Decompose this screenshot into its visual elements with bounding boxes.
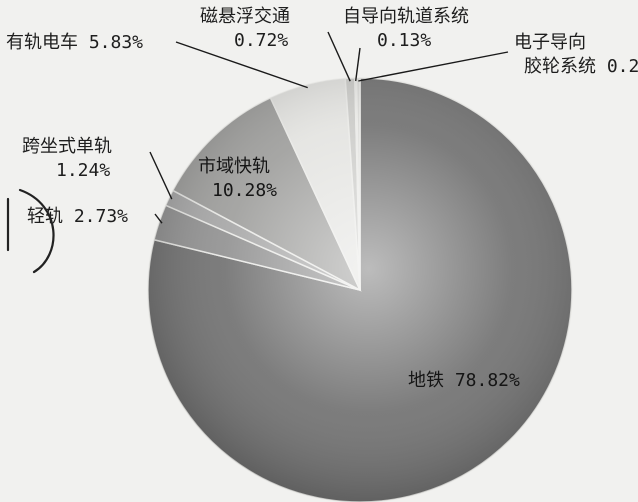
slice-1-label: 轻轨 2.73% bbox=[27, 206, 128, 227]
slice-6-label: 自导向轨道系统 bbox=[343, 6, 469, 27]
slice-2-leader bbox=[149, 151, 173, 200]
slice-3-label: 市域快轨 bbox=[198, 156, 270, 177]
slice-6-leader bbox=[355, 47, 361, 82]
slice-5-label: 磁悬浮交通 bbox=[200, 6, 290, 27]
pie-slices bbox=[147, 77, 573, 502]
leader-lines bbox=[149, 31, 509, 224]
slice-7-value-label: 胶轮系统 0.26% bbox=[524, 56, 638, 77]
slice-5-leader bbox=[327, 31, 351, 82]
slice-2-value-label: 1.24% bbox=[56, 160, 110, 181]
slice-4-leader bbox=[175, 41, 308, 89]
slice-6-value-label: 0.13% bbox=[377, 30, 431, 51]
slice-1-leader bbox=[154, 213, 163, 224]
slice-3-value-label: 10.28% bbox=[212, 180, 277, 201]
handwritten-bracket-mark bbox=[6, 188, 55, 274]
slice-7-label: 电子导向 bbox=[514, 32, 586, 53]
slice-2-label: 跨坐式单轨 bbox=[22, 136, 112, 157]
slice-4-label: 有轨电车 5.83% bbox=[6, 32, 143, 53]
slice-0-label: 地铁 78.82% bbox=[408, 370, 520, 391]
slice-labels: 地铁 78.82% 轻轨 2.73% 跨坐式单轨 1.24% 市域快轨 10.28% 有轨电… bbox=[6, 6, 638, 391]
slice-5-value-label: 0.72% bbox=[234, 30, 288, 51]
slice-7-leader bbox=[358, 51, 509, 82]
